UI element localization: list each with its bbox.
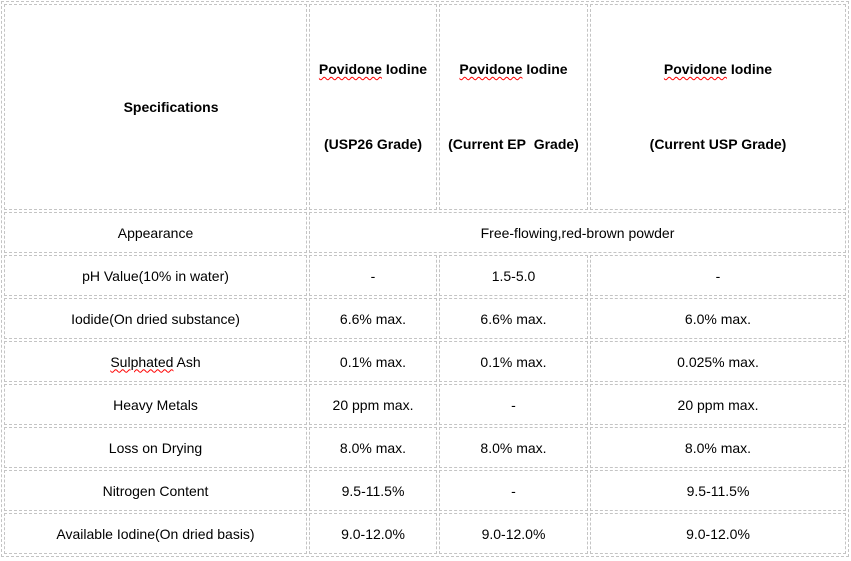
row-label: Appearance xyxy=(4,212,307,253)
row-value: 9.5-11.5% xyxy=(590,470,846,511)
row-value: - xyxy=(590,255,846,296)
product-word: Iodine xyxy=(385,61,428,77)
row-value-text: 0.1% max. xyxy=(480,353,547,370)
row-label-text: Nitrogen Content xyxy=(102,482,209,499)
row-label: Sulphated Ash xyxy=(4,341,307,382)
row-label-text: Loss on Drying xyxy=(108,439,203,456)
table-row-loss-on-drying: Loss on Drying 8.0% max. 8.0% max. 8.0% … xyxy=(4,427,846,468)
row-value: 8.0% max. xyxy=(309,427,437,468)
row-value-text: 20 ppm max. xyxy=(677,396,759,413)
product-word: Iodine xyxy=(730,61,773,77)
appearance-merged-value: Free-flowing,red-brown powder xyxy=(309,212,846,253)
row-value: 6.6% max. xyxy=(309,298,437,339)
header-grade-line: (Current EP Grade) xyxy=(448,136,579,152)
header-usp26-grade: Povidone Iodine (USP26 Grade) xyxy=(309,4,437,210)
row-value: 9.0-12.0% xyxy=(439,513,588,554)
row-value-text: - xyxy=(511,396,516,413)
row-value-text: 9.0-12.0% xyxy=(341,525,405,542)
row-label: Iodide(On dried substance) xyxy=(4,298,307,339)
row-label-text: pH Value(10% in water) xyxy=(82,267,229,284)
row-value: 9.0-12.0% xyxy=(590,513,846,554)
table-row-sulphated-ash: Sulphated Ash 0.1% max. 0.1% max. 0.025%… xyxy=(4,341,846,382)
row-label-text: Iodide(On dried substance) xyxy=(71,310,240,327)
table-header-row: Specifications Povidone Iodine (USP26 Gr… xyxy=(4,4,846,210)
row-value-text: 9.0-12.0% xyxy=(481,525,546,542)
header-product-line: Povidone Iodine xyxy=(314,57,432,82)
header-grade-line: (Current USP Grade) xyxy=(649,136,787,152)
row-value: 1.5-5.0 xyxy=(439,255,588,296)
row-value: - xyxy=(439,470,588,511)
row-value-text: 6.6% max. xyxy=(480,310,547,327)
row-value-text: - xyxy=(370,267,376,284)
header-usp-grade: Povidone Iodine (Current USP Grade) xyxy=(590,4,846,210)
row-value-text: 9.5-11.5% xyxy=(686,482,750,499)
header-specifications-label: Specifications xyxy=(123,98,219,115)
table-row-iodide: Iodide(On dried substance) 6.6% max. 6.6… xyxy=(4,298,846,339)
row-value-text: - xyxy=(715,267,721,284)
table-row-heavy-metals: Heavy Metals 20 ppm max. - 20 ppm max. xyxy=(4,384,846,425)
row-value-text: 8.0% max. xyxy=(480,439,547,456)
table-row-available-iodine: Available Iodine(On dried basis) 9.0-12.… xyxy=(4,513,846,554)
misspelled-word: Povidone xyxy=(663,61,727,77)
row-value-text: 9.5-11.5% xyxy=(341,482,405,499)
row-value: 0.025% max. xyxy=(590,341,846,382)
row-value-text: 6.0% max. xyxy=(684,310,752,327)
misspelled-word: Povidone xyxy=(459,61,523,77)
row-value: 6.6% max. xyxy=(439,298,588,339)
row-label: pH Value(10% in water) xyxy=(4,255,307,296)
table-row-ph-value: pH Value(10% in water) - 1.5-5.0 - xyxy=(4,255,846,296)
product-word: Iodine xyxy=(526,61,568,77)
row-label: Loss on Drying xyxy=(4,427,307,468)
row-label-text: Ash xyxy=(176,353,201,370)
table-row-appearance: Appearance Free-flowing,red-brown powder xyxy=(4,212,846,253)
row-value: 20 ppm max. xyxy=(590,384,846,425)
row-value: 8.0% max. xyxy=(590,427,846,468)
row-value-text: 8.0% max. xyxy=(684,439,752,456)
row-value: 6.0% max. xyxy=(590,298,846,339)
row-value-text: - xyxy=(511,482,516,499)
table-row-nitrogen-content: Nitrogen Content 9.5-11.5% - 9.5-11.5% xyxy=(4,470,846,511)
header-product-line: Povidone Iodine xyxy=(595,57,841,82)
row-value-text: 20 ppm max. xyxy=(332,396,414,413)
row-value-text: 9.0-12.0% xyxy=(686,525,750,542)
row-value: 0.1% max. xyxy=(309,341,437,382)
row-label: Heavy Metals xyxy=(4,384,307,425)
misspelled-word: Sulphated xyxy=(110,353,174,370)
header-grade-line: (USP26 Grade) xyxy=(323,136,423,152)
row-value: - xyxy=(309,255,437,296)
row-value-text: 6.6% max. xyxy=(339,310,407,327)
row-value: 9.0-12.0% xyxy=(309,513,437,554)
row-value: - xyxy=(439,384,588,425)
row-value: 0.1% max. xyxy=(439,341,588,382)
row-value-text: Free-flowing,red-brown powder xyxy=(480,224,675,241)
row-value-text: 0.025% max. xyxy=(677,353,759,370)
row-value: 9.5-11.5% xyxy=(309,470,437,511)
row-label-text: Appearance xyxy=(117,224,194,241)
row-label: Available Iodine(On dried basis) xyxy=(4,513,307,554)
header-ep-grade: Povidone Iodine (Current EP Grade) xyxy=(439,4,588,210)
row-label-text: Available Iodine(On dried basis) xyxy=(56,525,255,542)
row-value-text: 1.5-5.0 xyxy=(491,267,536,284)
row-value: 8.0% max. xyxy=(439,427,588,468)
misspelled-word: Povidone xyxy=(318,61,382,77)
row-value-text: 0.1% max. xyxy=(339,353,407,370)
header-specifications: Specifications xyxy=(4,4,307,210)
row-label: Nitrogen Content xyxy=(4,470,307,511)
row-value: 20 ppm max. xyxy=(309,384,437,425)
header-product-line: Povidone Iodine xyxy=(444,57,583,82)
row-label-text: Heavy Metals xyxy=(113,396,198,413)
row-value-text: 8.0% max. xyxy=(339,439,407,456)
